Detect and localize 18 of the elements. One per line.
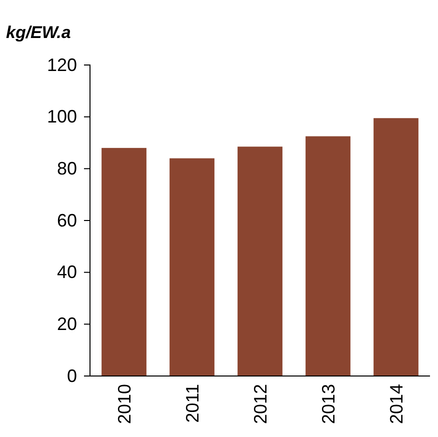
x-tick-label: 2013 [318, 384, 338, 424]
y-tick-label: 60 [56, 210, 77, 230]
y-tick-label: 40 [56, 262, 77, 282]
x-tick-label: 2012 [250, 384, 270, 424]
y-tick-label: 80 [56, 158, 77, 178]
bar [374, 118, 418, 376]
bar [306, 136, 350, 376]
y-tick-label: 20 [56, 314, 77, 334]
y-tick-label: 0 [66, 366, 77, 386]
bar [238, 146, 282, 376]
x-tick-label: 2014 [386, 384, 406, 424]
x-tick-label: 2010 [114, 384, 134, 424]
y-tick-label: 120 [46, 54, 77, 75]
y-tick-label: 100 [46, 106, 77, 127]
bar [170, 158, 214, 376]
bar [102, 148, 146, 376]
x-tick-label: 2011 [182, 384, 202, 423]
y-axis-title: kg/EW.a [6, 23, 71, 42]
